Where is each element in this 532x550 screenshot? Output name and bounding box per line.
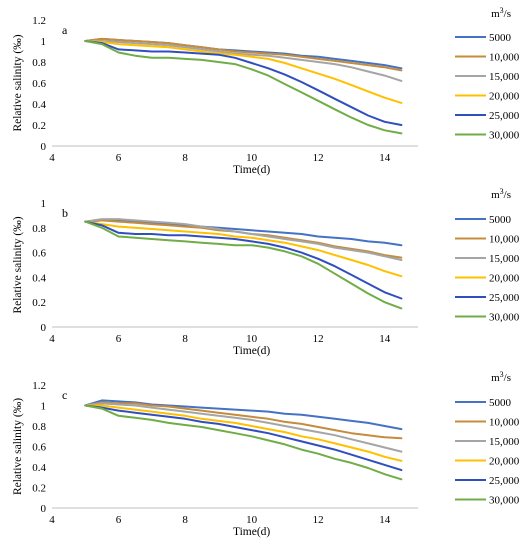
panel-c-x-tick-label: 6	[116, 514, 122, 526]
panel-b-panel-letter: b	[62, 206, 68, 220]
panel-c-y-tick-label: 0.8	[32, 421, 46, 433]
panel-c-series-line-2	[84, 402, 403, 453]
panel-a-x-axis-title: Time(d)	[233, 164, 270, 176]
panel-c-x-tick-label: 4	[49, 514, 55, 526]
panel-b-legend-label-5: 30,000	[489, 312, 520, 324]
panel-c-legend-label-2: 15,000	[489, 436, 520, 448]
panel-b-x-tick-label: 10	[246, 333, 258, 345]
panel-c-y-tick-label: 0.4	[32, 462, 46, 474]
panel-c-x-tick-label: 12	[313, 514, 324, 526]
panel-b-y-tick-label: 0	[41, 322, 47, 334]
panel-a-legend-unit: m3/s	[491, 6, 511, 20]
panel-a-legend-label-5: 30,000	[489, 130, 520, 142]
panel-b-y-tick-label: 0.8	[32, 223, 46, 235]
panel-a-series-line-3	[84, 40, 403, 104]
panel-a-legend-label-1: 10,000	[489, 52, 520, 64]
panel-b-series-line-0	[84, 219, 403, 247]
panel-c-legend-label-5: 30,000	[489, 495, 520, 507]
panel-a-y-tick-label: 0.8	[32, 57, 46, 69]
panel-a-x-tick-label: 10	[246, 152, 258, 164]
panel-a-legend-label-3: 20,000	[489, 91, 520, 103]
panel-c-series-line-4	[84, 404, 403, 472]
panel-b-x-tick-label: 4	[49, 333, 55, 345]
panel-b-legend-label-2: 15,000	[489, 253, 520, 265]
panel-a-y-tick-label: 0.6	[32, 78, 46, 90]
panel-a-x-tick-label: 4	[49, 152, 55, 164]
panel-c-series-line-1	[84, 401, 403, 440]
panel-c-panel-letter: c	[62, 388, 67, 402]
panel-c-y-tick-label: 1	[41, 401, 47, 413]
panel-b-series-line-2	[84, 218, 403, 261]
panel-b-x-axis-title: Time(d)	[233, 345, 270, 357]
panel-b-legend-label-0: 5000	[489, 214, 512, 226]
panel-a-x-tick-label: 14	[379, 152, 391, 164]
panel-b-legend-unit: m3/s	[491, 187, 511, 201]
panel-b-x-tick-label: 12	[313, 333, 324, 345]
panel-a-y-tick-label: 1.2	[32, 15, 46, 27]
panel-c-legend-label-0: 5000	[489, 397, 512, 409]
panel-c-y-tick-label: 0.2	[32, 483, 46, 495]
panel-c-series-line-3	[84, 404, 403, 462]
panel-b-y-tick-label: 1	[41, 198, 47, 210]
panel-c-legend-label-3: 20,000	[489, 456, 520, 468]
panel-b-x-tick-label: 6	[116, 333, 122, 345]
panel-b-series-line-4	[84, 220, 403, 300]
panel-c-x-tick-label: 8	[182, 514, 188, 526]
panel-a-y-tick-label: 0.4	[32, 99, 46, 111]
panel-b-y-tick-label: 0.2	[32, 297, 46, 309]
panel-c-legend-label-1: 10,000	[489, 417, 520, 429]
panel-b-x-tick-label: 14	[379, 333, 391, 345]
panel-a-y-tick-label: 0	[41, 141, 47, 153]
panel-c-y-tick-label: 0.6	[32, 442, 46, 454]
panel-c-y-tick-label: 0	[41, 503, 47, 515]
panel-c-x-axis-title: Time(d)	[233, 526, 270, 538]
panel-c-series-line-5	[84, 404, 403, 481]
panel-a-x-tick-label: 6	[116, 152, 122, 164]
panel-a-series-line-2	[84, 40, 403, 82]
panel-b-series-line-5	[84, 220, 403, 310]
panel-b-legend-label-3: 20,000	[489, 273, 520, 285]
panel-a-y-tick-label: 0.2	[32, 120, 46, 132]
panel-a-legend-label-0: 5000	[489, 32, 512, 44]
panel-a-y-axis-title: Relative salinity (‰)	[12, 34, 24, 131]
panel-a-series-line-1	[84, 37, 403, 72]
panel-b-y-tick-label: 0.4	[32, 272, 46, 284]
panel-a-y-tick-label: 1	[41, 36, 47, 48]
panel-a-series-line-4	[84, 40, 403, 126]
panel-b-y-axis-title: Relative salinity (‰)	[12, 216, 24, 313]
panel-a-series-line-5	[84, 40, 403, 135]
panel-b-x-tick-label: 8	[182, 333, 188, 345]
panel-b-legend-label-4: 25,000	[489, 292, 520, 304]
panel-a-x-tick-label: 12	[313, 152, 324, 164]
panel-b-series-line-3	[84, 220, 403, 278]
panel-c-legend-unit: m3/s	[491, 370, 511, 384]
panel-a-panel-letter: a	[62, 23, 68, 37]
panel-a-x-tick-label: 8	[182, 152, 188, 164]
panel-a-legend-label-4: 25,000	[489, 110, 520, 122]
panel-b-legend-label-1: 10,000	[489, 234, 520, 246]
panel-c-x-tick-label: 14	[379, 514, 391, 526]
panel-c-legend-label-4: 25,000	[489, 475, 520, 487]
panel-a-legend-label-2: 15,000	[489, 71, 520, 83]
panel-c-y-tick-label: 1.2	[32, 380, 46, 392]
panel-c-x-tick-label: 10	[246, 514, 258, 526]
panel-b-y-tick-label: 0.6	[32, 248, 46, 260]
panel-c-y-axis-title: Relative salinity (‰)	[12, 398, 24, 495]
